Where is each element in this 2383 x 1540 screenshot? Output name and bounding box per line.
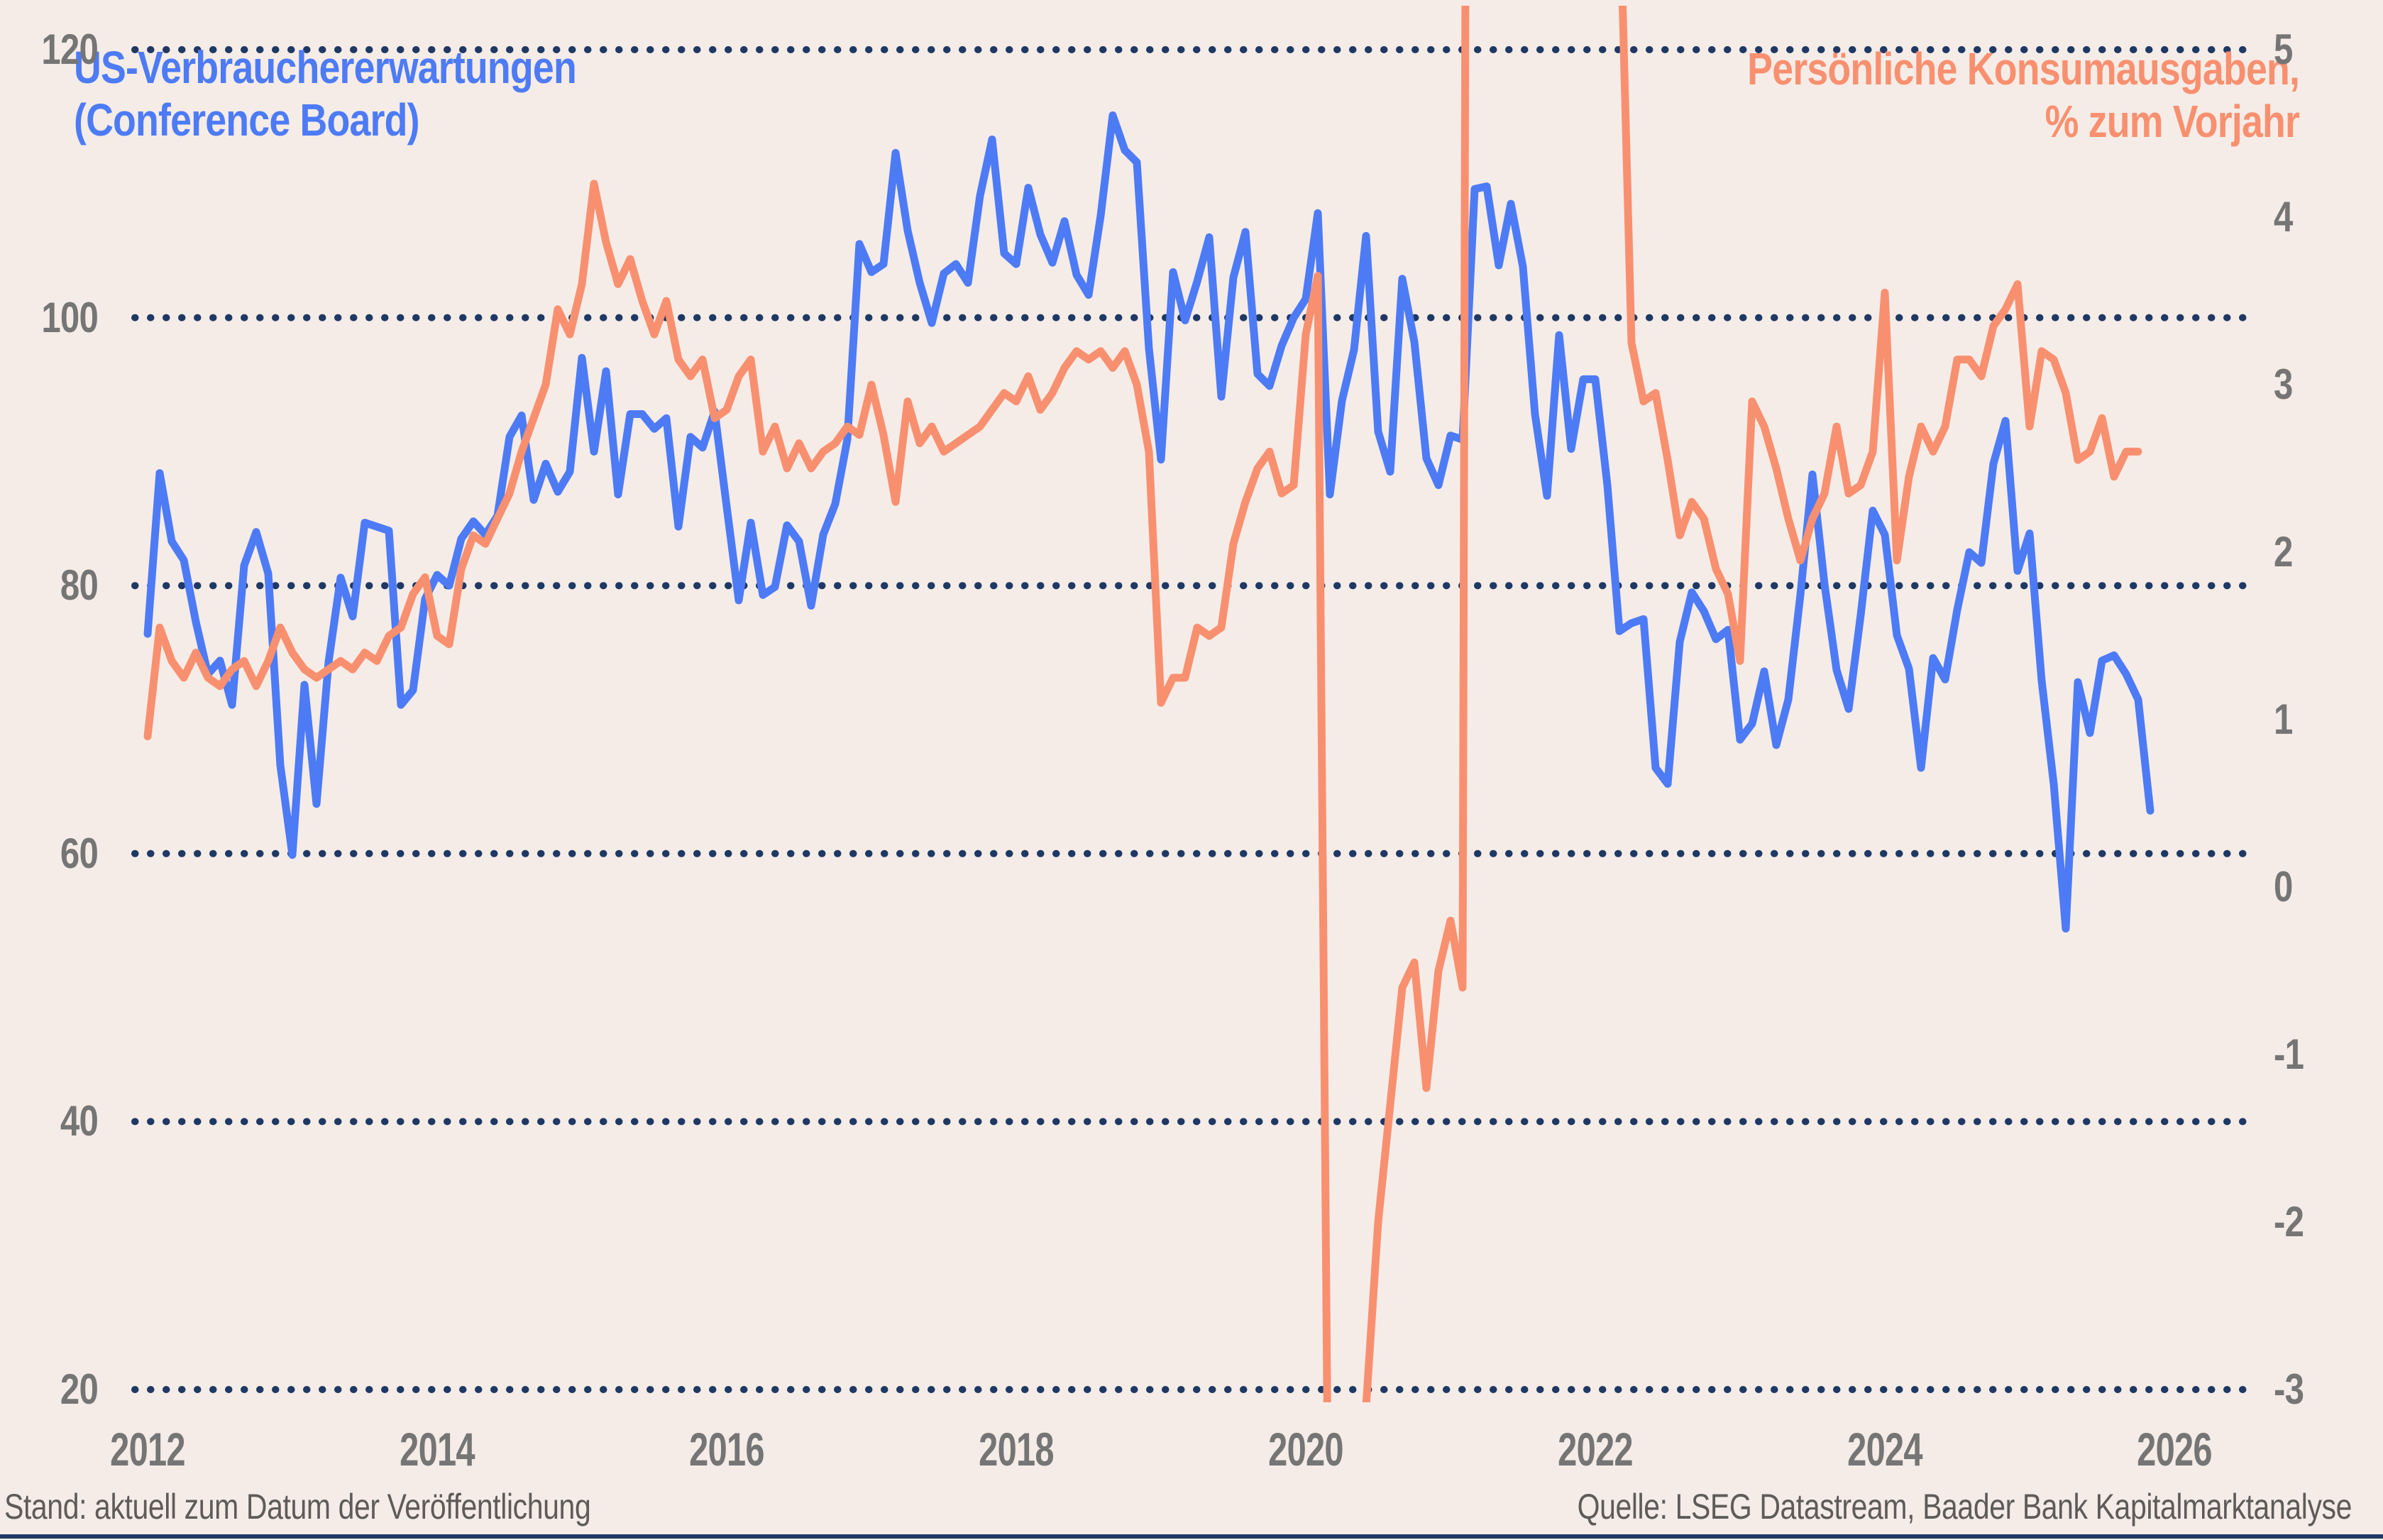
status-note: Stand: aktuell zum Datum der Veröffentli… [4, 1487, 591, 1527]
left-axis-tick: 60 [60, 829, 99, 877]
legend-right-series-title: Persönliche Konsumausgaben, % zum Vorjah… [1747, 43, 2300, 148]
legend-left-series-title: US-Verbrauchererwartungen (Conference Bo… [74, 41, 577, 146]
left-axis-tick: 40 [60, 1097, 99, 1145]
right-axis-tick: 5 [2274, 26, 2293, 73]
right-axis-tick: -2 [2274, 1198, 2304, 1245]
left-axis-tick: 20 [60, 1365, 99, 1413]
x-axis-tick: 2018 [979, 1423, 1054, 1475]
left-axis-tick: 100 [41, 293, 98, 341]
series-line-orange [143, 6, 2142, 1402]
source-note: Quelle: LSEG Datastream, Baader Bank Kap… [1577, 1487, 2352, 1527]
bottom-divider-rule [0, 1534, 2383, 1539]
right-axis-tick: 0 [2274, 863, 2293, 911]
x-axis-tick: 2020 [1268, 1423, 1343, 1475]
legend-left-line1: US-Verbrauchererwartungen [74, 42, 577, 93]
right-axis-tick: -1 [2274, 1030, 2304, 1078]
left-axis-tick: 80 [60, 561, 99, 610]
x-axis-tick: 2012 [110, 1423, 185, 1475]
x-axis-tick: 2024 [1847, 1423, 1922, 1475]
x-axis-tick: 2026 [2137, 1423, 2212, 1475]
legend-right-line1: Persönliche Konsumausgaben, [1747, 43, 2300, 94]
x-axis-tick: 2014 [400, 1423, 475, 1475]
legend-right-line2: % zum Vorjahr [2044, 96, 2300, 147]
x-axis-tick: 2022 [1558, 1423, 1633, 1475]
right-axis-tick: -3 [2274, 1365, 2304, 1413]
left-axis-tick: 120 [41, 26, 98, 73]
right-axis-tick: 1 [2274, 695, 2293, 743]
x-axis-tick: 2016 [689, 1423, 764, 1475]
legend-left-line2: (Conference Board) [74, 94, 420, 145]
right-axis-tick: 3 [2274, 361, 2293, 408]
right-axis-tick: 2 [2274, 528, 2293, 576]
right-axis-tick: 4 [2274, 193, 2293, 241]
